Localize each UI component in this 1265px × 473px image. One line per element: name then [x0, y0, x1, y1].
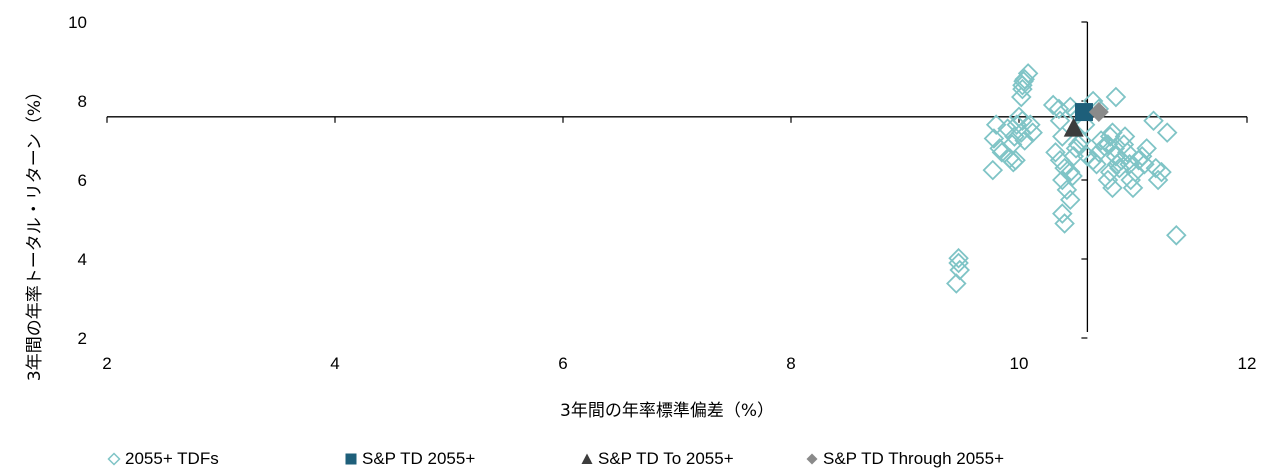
legend-marker-icon	[344, 452, 358, 466]
legend-item: 2055+ TDFs	[107, 449, 219, 469]
legend-marker-icon	[107, 452, 121, 466]
tdf-data-point	[1086, 153, 1107, 175]
tdf-data-point	[983, 128, 1005, 149]
data-points	[946, 63, 1187, 294]
tdf-data-point	[1156, 122, 1178, 143]
axes	[106, 21, 1248, 339]
tdf-data-point	[1117, 142, 1138, 163]
legend-label: S&P TD Through 2055+	[823, 449, 1004, 468]
tdf-data-point	[1005, 149, 1026, 171]
tdf-data-point	[1166, 225, 1187, 246]
y-axis-title: 3年間の年率トータル・リターン（%）	[25, 83, 45, 381]
tdf-data-point	[1042, 94, 1064, 116]
series-s-p-td-through-2055-	[1088, 102, 1109, 123]
tdf-data-point	[1060, 161, 1081, 183]
tick-labels: 2 4 6 8 10 12 2 4 6 8 10	[68, 13, 1256, 373]
tdf-data-point	[1045, 142, 1066, 163]
tdf-data-point	[1151, 161, 1172, 183]
tdf-data-point	[1071, 130, 1092, 151]
x-axis-title: 3年間の年率標準偏差（%）	[560, 401, 774, 421]
tdf-data-point	[1102, 177, 1123, 199]
tdf-data-point	[1068, 134, 1089, 155]
tdf-data-point	[1020, 114, 1041, 135]
y-tick-label: 10	[68, 13, 87, 32]
y-tick-label: 2	[78, 329, 87, 348]
legend-marker-icon	[580, 452, 594, 466]
x-tick-label: 4	[330, 354, 339, 373]
sp-td-through-2055-point	[1088, 102, 1109, 123]
tdf-data-point	[982, 159, 1004, 181]
series-s-p-td-2055-	[1074, 103, 1093, 122]
x-tick-label: 8	[786, 354, 795, 373]
tdf-data-point	[1014, 130, 1035, 151]
tdf-data-point	[1022, 122, 1043, 143]
tdf-data-point	[1012, 74, 1033, 96]
x-tick-label: 6	[558, 354, 567, 373]
legend-label: S&P TD 2055+	[362, 449, 476, 468]
sp-td-2055-point	[1074, 103, 1093, 122]
x-tick-label: 12	[1238, 354, 1257, 373]
tdf-data-point	[1004, 126, 1025, 147]
tdf-data-point	[1052, 203, 1073, 224]
legend-label: S&P TD To 2055+	[598, 449, 734, 468]
legend-item: S&P TD To 2055+	[580, 449, 734, 469]
series-2055-tdfs	[946, 63, 1187, 294]
tdf-data-point	[1074, 114, 1096, 135]
tdf-data-point	[1122, 177, 1144, 199]
tdf-data-point	[1014, 69, 1035, 90]
tdf-data-point	[1131, 146, 1153, 167]
tdf-data-point	[948, 252, 969, 274]
tdf-data-point	[1052, 169, 1073, 191]
legend-item: S&P TD 2055+	[344, 449, 475, 469]
tdf-data-point	[948, 247, 969, 269]
tdf-data-point	[1054, 213, 1075, 234]
legend-item: S&P TD Through 2055+	[805, 449, 1004, 469]
tdf-data-point	[1134, 153, 1155, 175]
sp-td-to-2055-point	[1063, 117, 1084, 137]
tdf-data-point	[946, 273, 967, 294]
tdf-data-point	[985, 114, 1007, 135]
tdf-data-point	[1105, 146, 1127, 167]
tdf-data-point	[1056, 179, 1078, 201]
tdf-data-point	[1120, 169, 1141, 191]
tdf-data-point	[1128, 149, 1149, 171]
tdf-data-point	[1136, 138, 1157, 159]
tdf-data-point	[1143, 110, 1164, 132]
tdf-data-point	[1062, 165, 1083, 187]
legend: 2055+ TDFs S&P TD 2055+ S&P TD To 2055+ S&P…	[0, 447, 1265, 473]
series-s-p-td-to-2055-	[1063, 117, 1084, 137]
y-tick-label: 8	[78, 92, 87, 111]
tdf-data-point	[1097, 169, 1119, 191]
tdf-data-point	[1048, 98, 1070, 120]
y-tick-label: 4	[78, 250, 87, 269]
tdf-data-point	[989, 138, 1010, 159]
legend-marker-icon	[805, 452, 819, 466]
x-tick-label: 10	[1010, 354, 1029, 373]
tdf-data-point	[1060, 189, 1081, 211]
y-tick-label: 6	[78, 171, 87, 190]
tdf-data-point	[1105, 86, 1127, 108]
x-tick-label: 2	[102, 354, 111, 373]
tdf-data-point	[1147, 169, 1169, 191]
tdf-data-point	[1145, 157, 1167, 179]
legend-label: 2055+ TDFs	[125, 449, 219, 468]
